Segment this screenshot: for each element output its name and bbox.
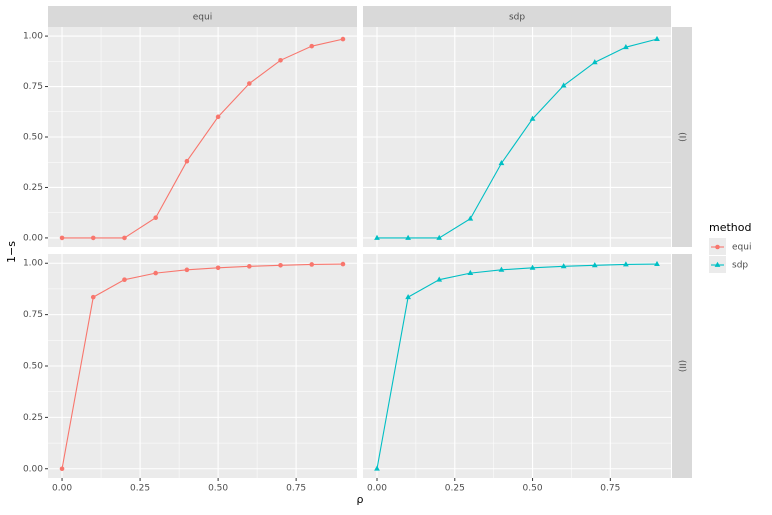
x-tick-label: 0.50 [523, 484, 543, 494]
point [467, 215, 474, 221]
row-strip-label: (II) [677, 360, 687, 372]
point [498, 266, 505, 272]
point [122, 277, 127, 282]
y-axis-label: 1−s [5, 241, 18, 263]
y-tick-label: 0.25 [23, 413, 43, 423]
y-tick-label: 1.00 [23, 32, 43, 42]
point [153, 215, 158, 221]
legend-title: method [709, 221, 751, 234]
point [340, 261, 346, 267]
point [498, 160, 505, 166]
x-tick-label: 0.00 [52, 484, 72, 494]
strip [672, 27, 692, 247]
y-tick-label: 0.75 [23, 82, 43, 92]
y-tick-label: 0.75 [23, 310, 43, 320]
point [715, 244, 720, 250]
point [59, 235, 65, 241]
x-tick-label: 0.25 [130, 484, 150, 494]
legend-label: equi [732, 243, 751, 253]
point [591, 59, 598, 65]
point [278, 58, 283, 63]
series-line [376, 263, 658, 469]
strip [672, 254, 692, 478]
x-tick-label: 0.00 [367, 484, 387, 494]
x-tick-label: 0.75 [600, 484, 620, 494]
point [529, 264, 536, 270]
point [215, 265, 221, 271]
y-tick-label: 1.00 [23, 259, 43, 269]
x-tick-label: 0.50 [208, 484, 228, 494]
column-strip-label: sdp [509, 13, 525, 23]
point [623, 261, 629, 267]
point [654, 260, 660, 266]
point [714, 261, 721, 267]
point [560, 82, 567, 88]
row-strip-label: (I) [677, 132, 687, 142]
x-tick-label: 0.75 [286, 484, 306, 494]
point [405, 293, 411, 300]
point [529, 115, 536, 121]
y-tick-label: 0.25 [23, 183, 43, 193]
point [654, 35, 660, 42]
point [405, 234, 411, 240]
point [184, 158, 190, 164]
point [59, 466, 65, 472]
point [309, 43, 315, 49]
point [591, 262, 598, 268]
point [247, 81, 252, 86]
point [153, 270, 158, 276]
point [184, 267, 190, 273]
point [340, 36, 346, 42]
point [309, 262, 315, 267]
point [90, 235, 96, 241]
point [374, 465, 380, 471]
y-tick-label: 0.00 [23, 233, 43, 243]
point [436, 276, 443, 282]
point [560, 263, 567, 269]
strip [48, 6, 357, 27]
series-line [377, 38, 658, 239]
legend-label: sdp [732, 261, 748, 271]
series-line [62, 38, 344, 239]
y-tick-label: 0.00 [23, 464, 43, 474]
column-strip-label: equi [193, 13, 212, 23]
x-axis-label: ρ [357, 493, 364, 506]
y-tick-label: 0.50 [23, 133, 43, 143]
point [278, 263, 283, 268]
point [467, 269, 474, 276]
strip [363, 6, 671, 27]
point [623, 43, 629, 50]
series-line [61, 263, 343, 469]
point [90, 294, 96, 300]
x-tick-label: 0.25 [445, 484, 465, 494]
point [374, 234, 380, 240]
point [247, 264, 252, 269]
point [436, 234, 443, 240]
point [122, 235, 127, 241]
y-tick-label: 0.50 [23, 362, 43, 372]
point [215, 114, 221, 120]
